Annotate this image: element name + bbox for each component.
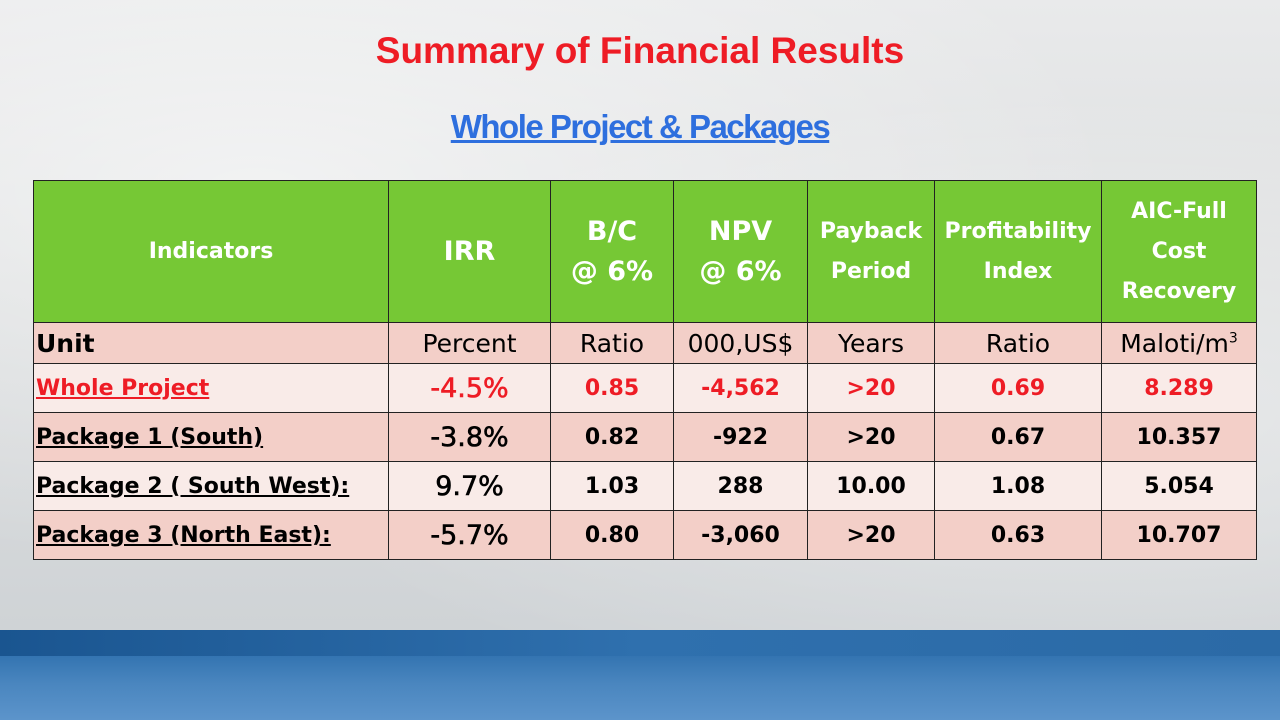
header-pi-line2: Index bbox=[983, 258, 1053, 284]
header-aic: AIC-Full Cost Recovery bbox=[1101, 180, 1257, 323]
unit-label: Unit bbox=[33, 322, 389, 364]
unit-aic: Maloti/m3 bbox=[1101, 322, 1257, 364]
row-label-link[interactable]: Package 2 ( South West): bbox=[33, 461, 389, 511]
cell-irr: -5.7% bbox=[388, 510, 551, 560]
cell-payback: 10.00 bbox=[807, 461, 935, 511]
cell-aic: 8.289 bbox=[1101, 363, 1257, 413]
table-row: Package 1 (South) -3.8% 0.82 -922 >20 0.… bbox=[33, 412, 1257, 462]
header-aic-line2: Cost bbox=[1151, 238, 1207, 264]
unit-pi: Ratio bbox=[934, 322, 1102, 364]
cell-payback: >20 bbox=[807, 363, 935, 413]
cell-aic: 10.707 bbox=[1101, 510, 1257, 560]
header-pi-line1: Profitability bbox=[944, 218, 1092, 244]
cell-bc: 0.80 bbox=[550, 510, 674, 560]
header-payback-line1: Payback bbox=[819, 218, 923, 244]
slide-subtitle: Whole Project & Packages bbox=[450, 108, 831, 145]
row-label-link[interactable]: Whole Project bbox=[33, 363, 389, 413]
table-row: Whole Project -4.5% 0.85 -4,562 >20 0.69… bbox=[33, 363, 1257, 413]
header-payback-line2: Period bbox=[830, 258, 912, 284]
unit-aic-text: Maloti/m bbox=[1120, 328, 1229, 358]
header-bc-line1: B/C bbox=[586, 215, 638, 247]
financial-results-table: Indicators IRR B/C @ 6% NPV @ 6% Payback… bbox=[33, 180, 1257, 560]
cell-pi: 1.08 bbox=[934, 461, 1102, 511]
header-profitability: Profitability Index bbox=[934, 180, 1102, 323]
unit-row: Unit Percent Ratio 000,US$ Years Ratio M… bbox=[33, 322, 1257, 364]
header-aic-line3: Recovery bbox=[1121, 278, 1237, 304]
cell-bc: 0.82 bbox=[550, 412, 674, 462]
row-label-link[interactable]: Package 1 (South) bbox=[33, 412, 389, 462]
cell-bc: 1.03 bbox=[550, 461, 674, 511]
table-row: Package 3 (North East): -5.7% 0.80 -3,06… bbox=[33, 510, 1257, 560]
header-aic-line1: AIC-Full bbox=[1131, 198, 1227, 224]
header-npv: NPV @ 6% bbox=[673, 180, 808, 323]
cell-pi: 0.63 bbox=[934, 510, 1102, 560]
header-payback: Payback Period bbox=[807, 180, 935, 323]
header-npv-line2: @ 6% bbox=[699, 255, 782, 287]
table-row: Package 2 ( South West): 9.7% 1.03 288 1… bbox=[33, 461, 1257, 511]
header-irr: IRR bbox=[388, 180, 551, 323]
cell-payback: >20 bbox=[807, 412, 935, 462]
cell-aic: 5.054 bbox=[1101, 461, 1257, 511]
cell-irr: -3.8% bbox=[388, 412, 551, 462]
cell-bc: 0.85 bbox=[550, 363, 674, 413]
header-bc: B/C @ 6% bbox=[550, 180, 674, 323]
cell-irr: -4.5% bbox=[388, 363, 551, 413]
table-header-row: Indicators IRR B/C @ 6% NPV @ 6% Payback… bbox=[33, 180, 1257, 323]
footer-stripe bbox=[0, 630, 1280, 656]
cell-pi: 0.67 bbox=[934, 412, 1102, 462]
cell-npv: -3,060 bbox=[673, 510, 808, 560]
cell-aic: 10.357 bbox=[1101, 412, 1257, 462]
header-bc-line2: @ 6% bbox=[570, 255, 654, 287]
cell-payback: >20 bbox=[807, 510, 935, 560]
slide-title: Summary of Financial Results bbox=[375, 30, 905, 71]
cell-npv: -922 bbox=[673, 412, 808, 462]
cell-pi: 0.69 bbox=[934, 363, 1102, 413]
unit-irr: Percent bbox=[388, 322, 551, 364]
cell-irr: 9.7% bbox=[388, 461, 551, 511]
header-npv-line1: NPV bbox=[708, 215, 773, 247]
unit-npv: 000,US$ bbox=[673, 322, 808, 364]
unit-payback: Years bbox=[807, 322, 935, 364]
header-indicators: Indicators bbox=[33, 180, 389, 323]
cell-npv: 288 bbox=[673, 461, 808, 511]
unit-bc: Ratio bbox=[550, 322, 674, 364]
unit-aic-superscript: 3 bbox=[1228, 330, 1238, 347]
cell-npv: -4,562 bbox=[673, 363, 808, 413]
row-label-link[interactable]: Package 3 (North East): bbox=[33, 510, 389, 560]
